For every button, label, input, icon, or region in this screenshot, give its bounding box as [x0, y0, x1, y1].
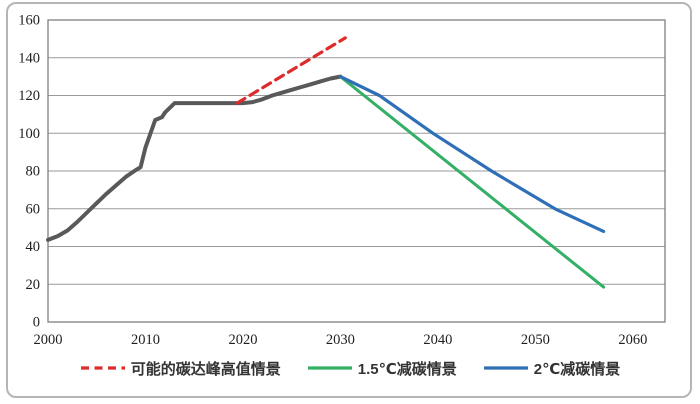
legend-item-scenario-2c: 2℃减碳情景	[483, 358, 621, 379]
y-tick-label-140: 140	[18, 50, 40, 66]
legend-label-peak-high-scenario: 可能的碳达峰高值情景	[130, 360, 281, 378]
legend-label-scenario-1p5c: 1.5℃减碳情景	[357, 360, 457, 378]
legend-item-peak-high-scenario: 可能的碳达峰高值情景	[80, 358, 281, 379]
x-tick-label-2010: 2010	[131, 332, 160, 348]
plot-border	[47, 19, 666, 323]
series-line-scenario-2c	[338, 74, 606, 233]
legend-item-scenario-1p5c: 1.5℃减碳情景	[307, 358, 457, 379]
x-tick-label-2020: 2020	[228, 332, 257, 348]
x-tick-label-2050: 2050	[521, 332, 550, 348]
y-tick-label-100: 100	[18, 126, 40, 142]
y-tick-label-0: 0	[33, 315, 40, 331]
series-line-peak-high-scenario	[235, 36, 347, 105]
y-tick-label-20: 20	[26, 277, 41, 293]
legend-swatch-scenario-1p5c	[307, 366, 352, 370]
legend-swatch-peak-high-scenario	[80, 366, 125, 370]
x-tick-label-2060: 2060	[618, 332, 647, 348]
y-tick-label-40: 40	[26, 239, 41, 255]
series-line-scenario-1p5c	[338, 75, 606, 289]
x-tick-label-2000: 2000	[34, 332, 63, 348]
y-tick-label-160: 160	[18, 13, 40, 29]
y-tick-label-120: 120	[18, 88, 40, 104]
legend-swatch-scenario-2c	[483, 366, 528, 370]
x-tick-label-2030: 2030	[326, 332, 355, 348]
y-tick-label-80: 80	[26, 164, 41, 180]
series-line-historical	[46, 74, 343, 242]
x-tick-label-2040: 2040	[423, 332, 452, 348]
chart-legend: 可能的碳达峰高值情景 1.5℃减碳情景 2℃减碳情景	[0, 352, 700, 384]
legend-label-scenario-2c: 2℃减碳情景	[533, 360, 621, 378]
y-tick-label-60: 60	[26, 201, 41, 217]
